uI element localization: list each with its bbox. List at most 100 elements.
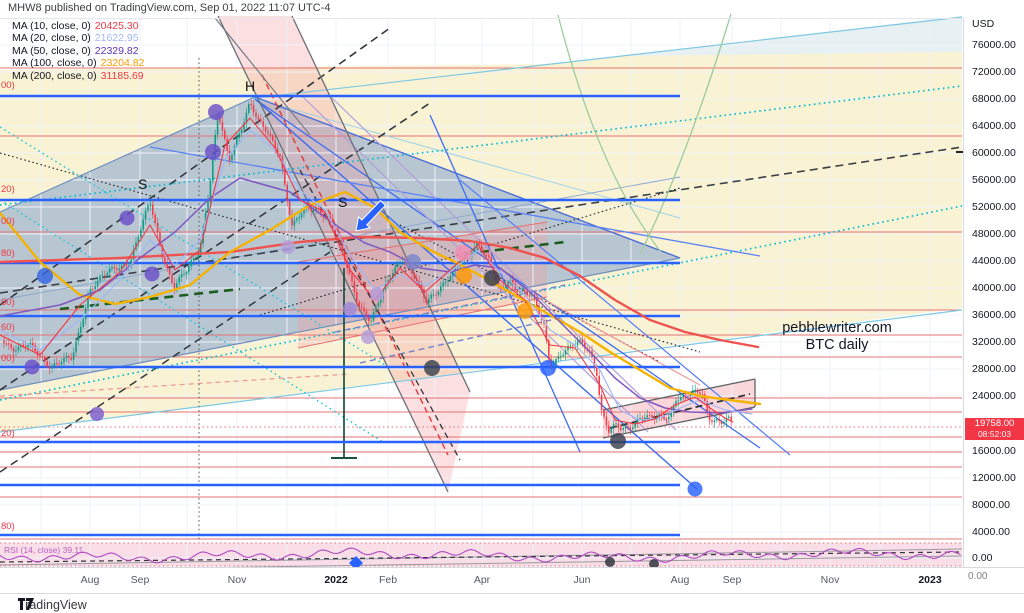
candle-body [293,220,296,226]
marker-dot[interactable] [343,302,357,316]
drawn-line[interactable] [359,317,561,364]
last-price-value: 19758.00 [974,418,1015,429]
candle-body [257,117,260,120]
drawn-line[interactable] [297,221,548,263]
candle-body [231,154,233,161]
ma-curve-ma200[interactable] [0,235,760,349]
price-tick: 4000.00 [972,526,1010,538]
marker-dot[interactable] [144,266,160,282]
marker-dot[interactable] [610,433,626,449]
drawn-line[interactable] [261,74,449,456]
candle-body [404,261,406,263]
blue-arrow-annotation[interactable] [355,199,387,232]
tradingview-footer[interactable]: TradingView [18,598,87,612]
drawn-line[interactable] [459,179,791,456]
candle-body [531,295,533,297]
candle-body [221,122,224,131]
legend-row-ma100[interactable]: MA (100, close, 0) 23204.82 [12,57,144,69]
legend-row-ma20[interactable]: MA (20, close, 0) 21622.95 [12,32,144,44]
indicator-legend[interactable]: MA (10, close, 0) 20425.30 MA (20, close,… [12,20,144,82]
drawn-line[interactable] [0,373,351,397]
marker-dot[interactable] [605,557,615,567]
drawn-line[interactable] [0,85,963,206]
time-axis[interactable]: Aug Sep Nov 2022 Feb Apr Jun Aug Sep Nov 2023 [0,567,1024,594]
legend-row-ma200[interactable]: MA (200, close, 0) 31185.69 [12,70,144,82]
candle-body [562,354,564,356]
drawn-line[interactable] [602,378,756,411]
marker-dot[interactable] [687,481,703,497]
marker-dot[interactable] [456,268,472,284]
legend-row-ma10[interactable]: MA (10, close, 0) 20425.30 [12,20,144,32]
drawn-line[interactable] [0,199,384,443]
marker-dot[interactable] [361,330,375,344]
marker-dot[interactable] [540,360,556,376]
candle-body [473,247,476,253]
drawn-line[interactable] [59,287,241,311]
marker-dot[interactable] [24,359,40,375]
rsi-legend[interactable]: RSI (14, close) 39.11 [4,545,83,555]
legend-row-ma50[interactable]: MA (50, close, 0) 22329.82 [12,45,144,57]
candle-body [56,363,58,365]
drawn-line[interactable] [0,309,963,433]
ma-curve-ma50[interactable] [0,177,753,414]
marker-dot[interactable] [405,254,421,270]
marker-dot[interactable] [208,104,224,120]
rsi-line[interactable] [0,547,961,564]
candle-body [663,415,665,419]
drawn-line[interactable] [297,296,548,349]
candle-body [192,258,195,261]
marker-dot[interactable] [119,210,135,226]
candle-body [701,394,704,396]
candle-body [130,259,132,267]
drawn-line[interactable] [0,205,963,401]
marker-dot[interactable] [424,360,440,376]
marker-dot[interactable] [517,303,533,319]
candle-body [284,169,286,185]
candle-body [512,279,514,284]
candle-body [596,367,598,376]
candle-body [579,339,581,342]
candle-body [212,156,214,181]
marker-dot[interactable] [37,268,53,284]
ma-curve-ma10[interactable] [0,117,734,425]
publish-timestamp-marker[interactable] [349,556,363,570]
marker-dot[interactable] [205,144,221,160]
drawn-line[interactable] [0,146,963,294]
price-tick: 28000.00 [972,363,1016,375]
marker-dot[interactable] [281,240,295,254]
candle-body [329,216,332,220]
candle-body [699,392,701,395]
marker-dot[interactable] [455,245,471,261]
marker-dot[interactable] [649,559,659,569]
drawn-line[interactable] [0,126,391,369]
drawn-line[interactable] [251,97,681,219]
candle-body [416,278,418,282]
drawn-line[interactable] [149,146,761,257]
candle-body [154,214,156,223]
candle-body [171,274,173,284]
candle-body [255,112,257,118]
candle-body [540,314,543,320]
candle-body [725,417,728,423]
ma100-label: MA (100, close, 0) [12,57,97,70]
candle-body [22,344,24,347]
marker-dot[interactable] [90,407,104,421]
price-axis[interactable]: USD 76000.00 72000.00 68000.00 64000.00 6000… [963,18,1024,567]
green-arc-right[interactable] [639,13,732,255]
green-arc-left[interactable] [557,14,662,253]
drawn-line[interactable] [254,16,963,99]
drawn-line[interactable] [0,251,331,473]
marker-dot[interactable] [484,270,500,286]
drawn-line[interactable] [214,17,311,136]
candle-body [442,282,444,287]
drawn-line[interactable] [254,96,681,259]
ma-curve-ma100[interactable] [0,190,762,406]
marker-dot[interactable] [370,287,384,301]
candle-body [190,260,192,266]
yellow-channel [0,17,962,432]
candle-body [17,346,20,351]
drawn-line[interactable] [544,299,701,386]
time-tick: Aug [670,574,690,586]
